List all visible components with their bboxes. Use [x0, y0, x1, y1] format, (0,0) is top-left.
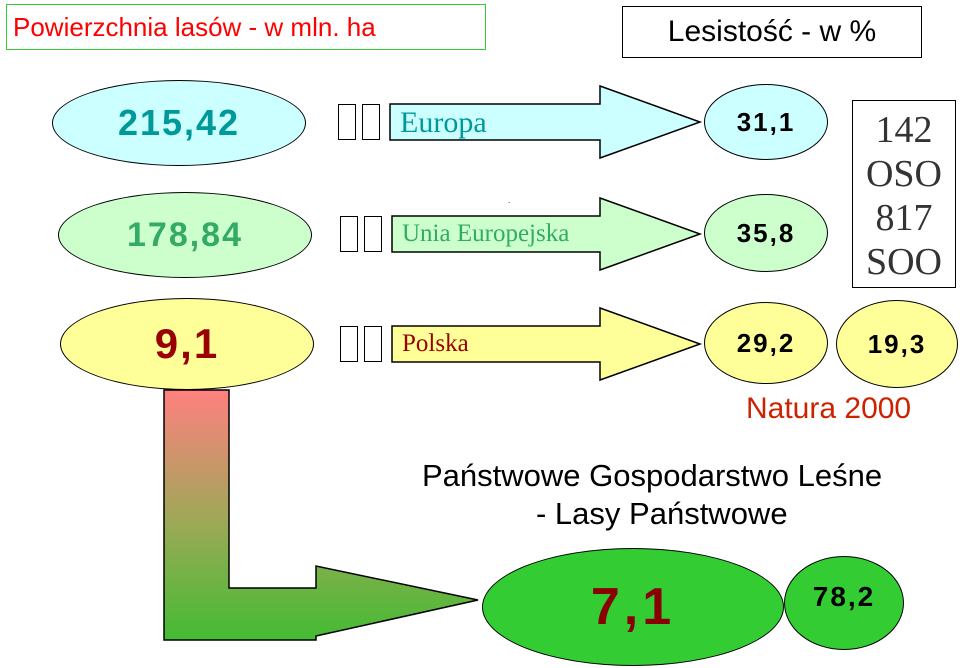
europe-cover-value: 31,1	[736, 106, 796, 137]
eu-arrow	[391, 196, 703, 272]
poland-square-1	[340, 326, 358, 362]
poland-cover-value: 29,2	[736, 327, 796, 358]
eu-square-2	[364, 216, 382, 252]
europe-area-value: 215,42	[117, 102, 241, 143]
natura-soo-count: 817	[875, 197, 933, 239]
lp-connector-arrow	[163, 389, 479, 641]
poland-area-value: 9,1	[154, 320, 220, 367]
poland-square-2	[364, 326, 382, 362]
lp-title-line1: Państwowe Gospodarstwo Leśne	[422, 458, 883, 493]
europe-square-1	[338, 104, 356, 140]
natura-sites-box: 142 OSO 817 SOO	[852, 100, 956, 288]
forest-cover-title-box: Lesistość - w %	[622, 6, 922, 58]
lp-area-value: 7,1	[590, 578, 676, 636]
eu-square-1	[340, 216, 358, 252]
lp-share-value: 78,2	[812, 581, 876, 612]
eu-area-ellipse: 178,84	[58, 192, 312, 278]
europe-arrow	[389, 84, 703, 160]
eu-cover-value: 35,8	[736, 217, 796, 248]
poland-cover-ellipse: 29,2	[704, 302, 828, 384]
natura-soo-label: SOO	[865, 241, 943, 283]
poland-area-ellipse: 9,1	[60, 298, 314, 390]
poland-label: Polska	[402, 330, 469, 357]
forest-cover-title: Lesistość - w %	[667, 15, 877, 48]
natura-percent-value: 19,3	[867, 328, 927, 359]
eu-cover-ellipse: 35,8	[704, 194, 828, 272]
europe-square-2	[362, 104, 380, 140]
eu-area-value: 178,84	[127, 215, 243, 254]
natura-label: Natura 2000	[746, 392, 912, 425]
europe-cover-ellipse: 31,1	[704, 84, 828, 160]
lp-area-ellipse: 7,1	[482, 548, 784, 666]
lp-title-line2: - Lasy Państwowe	[536, 496, 788, 531]
europe-label: Europa	[400, 106, 487, 139]
dot-mark: .	[508, 196, 510, 205]
poland-arrow	[391, 306, 703, 382]
europe-area-ellipse: 215,42	[52, 80, 306, 166]
eu-label: Unia Europejska	[402, 220, 570, 247]
forest-area-title-box: Powierzchnia lasów - w mln. ha	[6, 4, 486, 50]
natura-oso-count: 142	[875, 109, 933, 151]
lp-share-ellipse: 78,2	[784, 556, 904, 650]
natura-percent-ellipse: 19,3	[836, 300, 958, 388]
natura-oso-label: OSO	[865, 153, 943, 195]
forest-area-title: Powierzchnia lasów - w mln. ha	[13, 11, 376, 42]
